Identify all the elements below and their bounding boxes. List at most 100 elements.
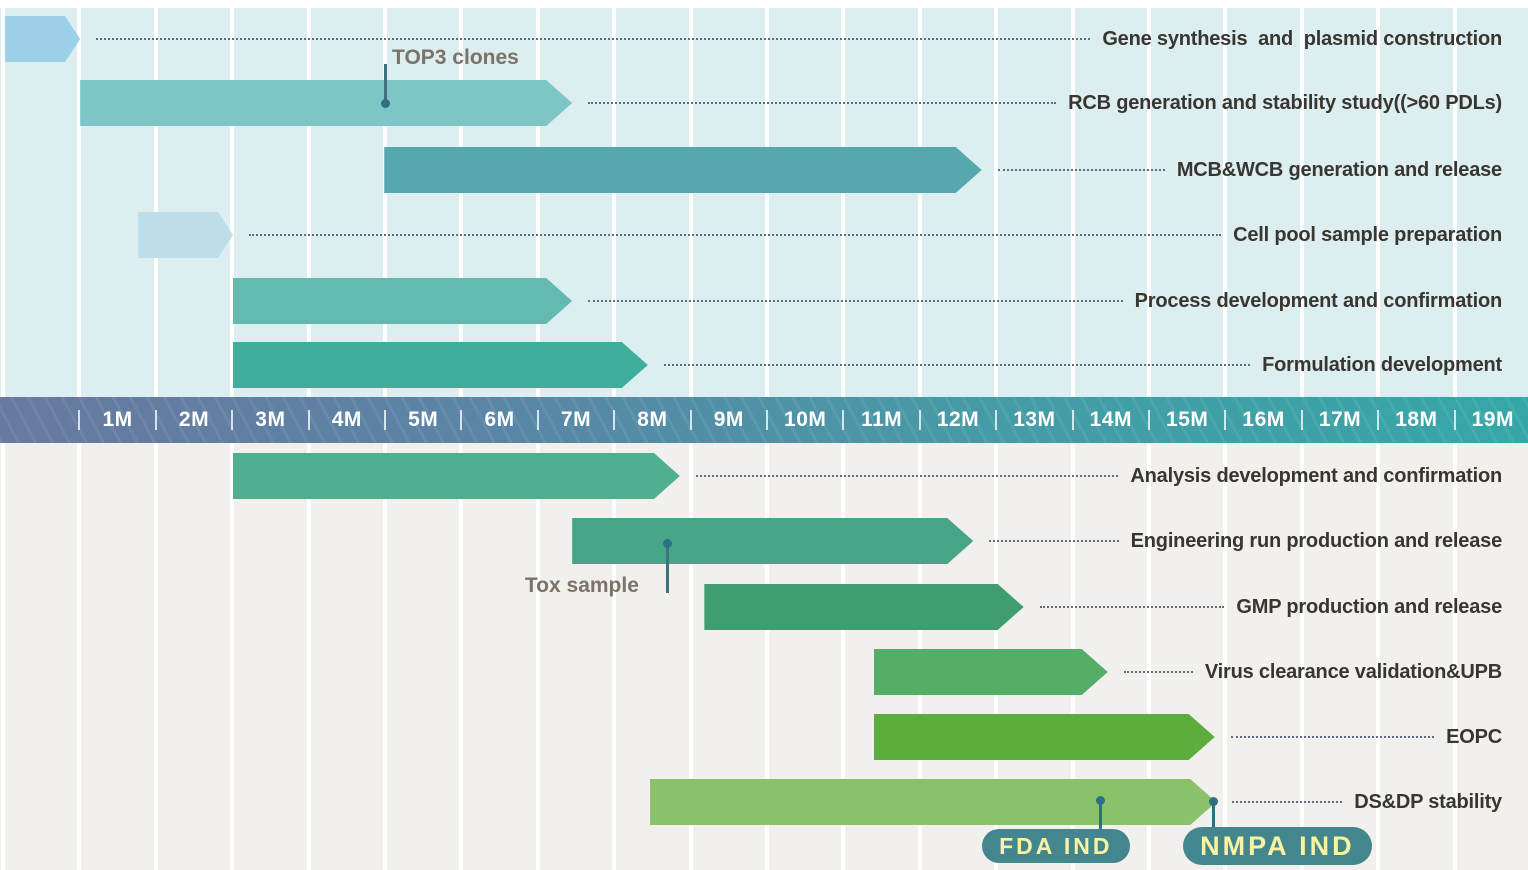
month-gridline bbox=[917, 8, 922, 397]
month-gridline bbox=[459, 8, 464, 397]
axis-tick bbox=[842, 410, 845, 430]
axis-tick bbox=[231, 410, 234, 430]
callout-tox-label: Tox sample bbox=[524, 574, 639, 597]
task-label: Process development and confirmation bbox=[1134, 290, 1503, 312]
month-gridline bbox=[1223, 443, 1228, 870]
axis-tick bbox=[918, 410, 921, 430]
top-section-background bbox=[0, 8, 1528, 397]
callout-tox-marker-dot bbox=[662, 539, 672, 548]
task-label: Cell pool sample preparation bbox=[1233, 224, 1502, 246]
axis-month-label: 17M bbox=[1318, 408, 1362, 431]
month-gridline bbox=[459, 443, 464, 870]
axis-tick bbox=[1453, 410, 1456, 430]
month-gridline bbox=[383, 8, 387, 397]
month-gridline bbox=[1376, 443, 1381, 870]
month-gridline bbox=[765, 443, 769, 870]
fda-ind-stem-line bbox=[1099, 800, 1103, 836]
month-gridline bbox=[306, 8, 311, 397]
task-label: Formulation development bbox=[1262, 354, 1502, 376]
month-gridline bbox=[1452, 8, 1457, 397]
task-label: RCB generation and stability study((>60 … bbox=[1068, 92, 1502, 114]
month-gridline bbox=[535, 8, 540, 397]
month-gridline bbox=[765, 8, 769, 397]
axis-tick bbox=[766, 410, 768, 430]
leader-dotted-line bbox=[1230, 736, 1434, 738]
month-gridline bbox=[230, 8, 235, 397]
timeline-axis: 1M 2M 3M 4M 5M 6M 7M 8M 9M 10M 11M 12M 13M 14M 15M 16M 1… bbox=[0, 397, 1528, 443]
month-gridline bbox=[688, 443, 693, 870]
month-gridline bbox=[612, 8, 617, 397]
month-gridline bbox=[153, 443, 158, 870]
axis-tick bbox=[154, 410, 157, 430]
month-gridline bbox=[1147, 443, 1151, 870]
axis-month-label: 10M bbox=[784, 408, 827, 431]
month-gridline bbox=[1070, 8, 1075, 397]
task-bar bbox=[874, 649, 1108, 695]
month-gridline bbox=[994, 8, 999, 397]
axis-tick bbox=[995, 410, 998, 430]
month-gridline bbox=[153, 8, 158, 397]
axis-tick bbox=[1300, 410, 1303, 430]
fda-ind-badge: FDA IND bbox=[982, 829, 1130, 863]
axis-tick bbox=[1377, 410, 1380, 430]
task-label: EOPC bbox=[1446, 726, 1502, 748]
task-label: Engineering run production and release bbox=[1130, 530, 1503, 552]
task-label: Gene synthesis and plasmid construction bbox=[1102, 28, 1502, 50]
leader-dotted-line bbox=[1039, 606, 1224, 608]
axis-month-label: 13M bbox=[1013, 408, 1056, 431]
task-label: Virus clearance validation&UPB bbox=[1204, 661, 1502, 683]
month-gridline bbox=[306, 443, 311, 870]
month-gridline bbox=[1452, 443, 1457, 870]
axis-month-label: 3M bbox=[255, 408, 286, 431]
leader-dotted-line bbox=[588, 300, 1123, 302]
task-bar bbox=[874, 714, 1215, 760]
month-gridline bbox=[1, 443, 5, 870]
leader-dotted-line bbox=[695, 475, 1118, 477]
leader-dotted-line bbox=[96, 38, 1090, 40]
month-gridline bbox=[1223, 8, 1228, 397]
month-gridline bbox=[77, 443, 82, 870]
task-bar bbox=[384, 147, 981, 193]
axis-month-label: 15M bbox=[1166, 408, 1209, 431]
axis-tick bbox=[78, 410, 81, 430]
month-gridline bbox=[841, 8, 846, 397]
leader-dotted-line bbox=[1232, 801, 1342, 803]
month-gridline bbox=[688, 8, 693, 397]
axis-month-label: 18M bbox=[1395, 408, 1438, 431]
task-bar bbox=[138, 212, 233, 258]
month-gridline bbox=[612, 443, 617, 870]
month-gridline bbox=[1147, 8, 1151, 397]
axis-tick bbox=[1148, 410, 1150, 430]
callout-top3-marker-dot bbox=[381, 99, 390, 108]
leader-dotted-line bbox=[588, 102, 1056, 104]
month-gridline bbox=[77, 8, 82, 397]
leader-dotted-line bbox=[989, 540, 1119, 542]
month-gridline bbox=[1, 8, 5, 397]
axis-month-label: 12M bbox=[936, 408, 980, 431]
month-gridline bbox=[230, 443, 235, 870]
leader-dotted-line bbox=[997, 169, 1165, 171]
axis-tick bbox=[384, 410, 386, 430]
axis-month-label: 4M bbox=[331, 408, 362, 431]
task-bar bbox=[5, 16, 80, 62]
axis-month-label: 11M bbox=[860, 408, 903, 431]
leader-dotted-line bbox=[248, 234, 1221, 236]
task-label: Analysis development and confirmation bbox=[1130, 465, 1502, 487]
axis-month-label: 6M bbox=[484, 408, 515, 431]
task-label: DS&DP stability bbox=[1354, 791, 1502, 813]
axis-tick bbox=[613, 410, 616, 430]
axis-month-label: 9M bbox=[713, 408, 744, 431]
axis-month-label: 1M bbox=[102, 408, 133, 431]
task-bar bbox=[233, 453, 680, 499]
axis-tick bbox=[460, 410, 463, 430]
month-gridline bbox=[841, 443, 846, 870]
axis-month-label: 8M bbox=[637, 408, 668, 431]
axis-month-label: 14M bbox=[1089, 408, 1132, 431]
axis-tick bbox=[536, 410, 539, 430]
axis-month-label: 2M bbox=[178, 408, 210, 431]
month-gridline bbox=[1376, 8, 1381, 397]
task-bar bbox=[80, 80, 572, 126]
task-bar bbox=[233, 342, 648, 388]
axis-tick bbox=[1071, 410, 1074, 430]
